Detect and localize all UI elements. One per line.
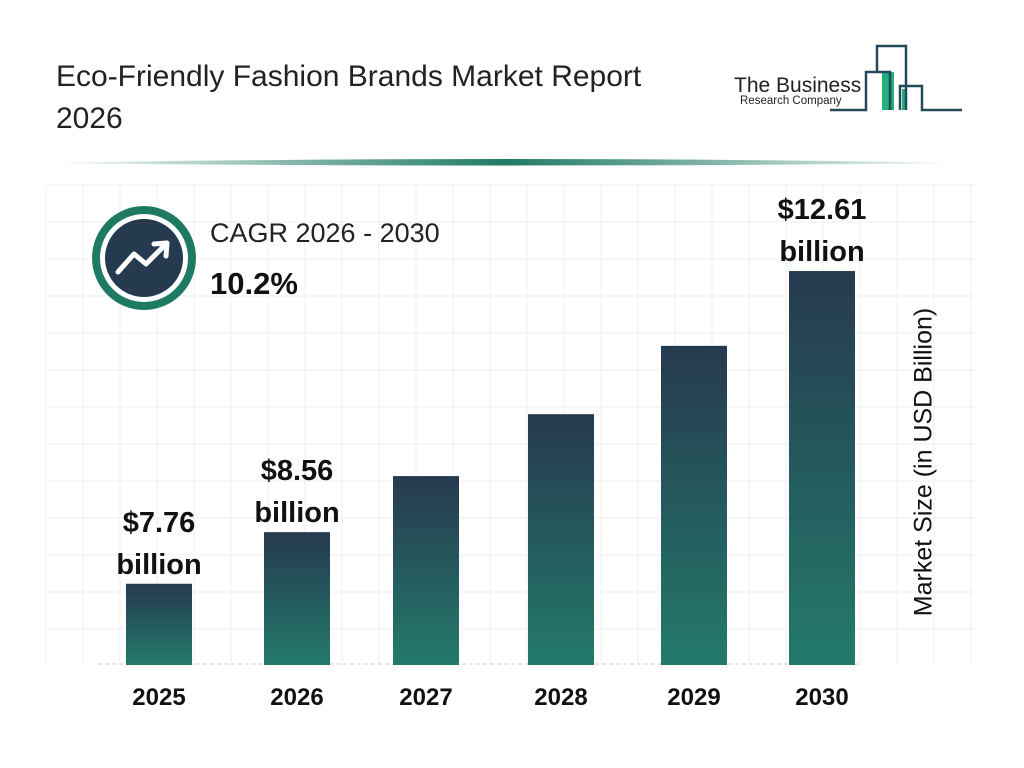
x-tick-label: 2025 bbox=[132, 684, 185, 711]
cagr-value: 10.2% bbox=[210, 266, 298, 301]
data-label: billion bbox=[254, 497, 339, 529]
company-logo: The Business Research Company bbox=[730, 42, 970, 118]
x-tick-label: 2026 bbox=[270, 684, 323, 711]
data-label: $8.56 bbox=[261, 455, 334, 487]
bar-2030 bbox=[789, 271, 855, 665]
x-tick-label: 2028 bbox=[534, 684, 587, 711]
x-tick-label: 2029 bbox=[667, 684, 720, 711]
data-label: $12.61 bbox=[778, 194, 867, 226]
data-label: billion bbox=[116, 549, 201, 581]
x-tick-label: 2027 bbox=[399, 684, 452, 711]
header-divider bbox=[40, 159, 970, 166]
cagr-badge bbox=[92, 206, 196, 310]
bar-2026 bbox=[264, 532, 330, 665]
bar-2028 bbox=[528, 414, 594, 665]
bar-2025 bbox=[126, 583, 192, 665]
bar-2027 bbox=[393, 476, 459, 665]
cagr-label: CAGR 2026 - 2030 bbox=[210, 218, 440, 248]
trending-up-icon bbox=[115, 241, 169, 275]
x-tick-label: 2030 bbox=[795, 684, 848, 711]
data-label: $7.76 bbox=[123, 507, 196, 539]
data-label: billion bbox=[779, 236, 864, 268]
bar-2029 bbox=[661, 345, 727, 665]
page-title: Eco-Friendly Fashion Brands Market Repor… bbox=[56, 60, 642, 135]
y-axis-label: Market Size (in USD Billion) bbox=[909, 307, 938, 617]
